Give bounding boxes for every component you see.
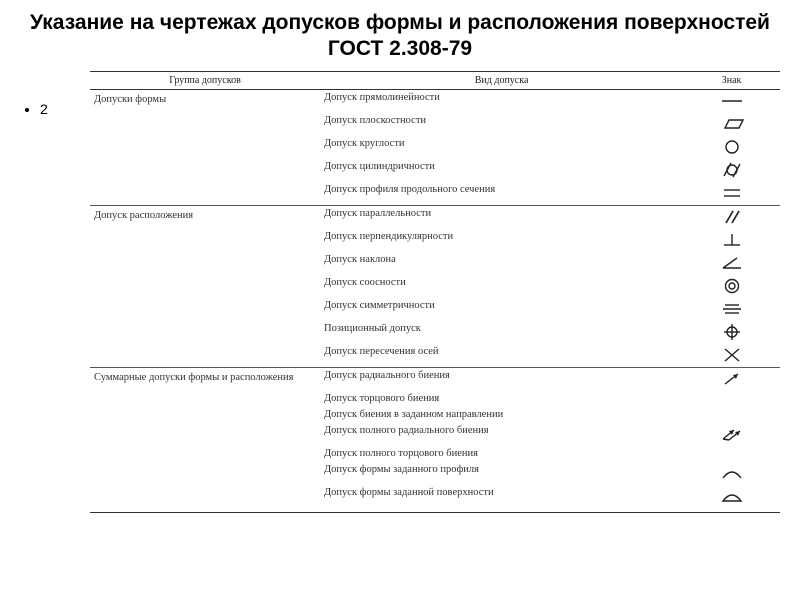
bullet-column: 2 bbox=[20, 71, 80, 513]
table-row: Допуск биения в заданном направлении bbox=[90, 407, 780, 423]
symbol-cell bbox=[683, 113, 780, 136]
symbol-cell bbox=[683, 252, 780, 275]
table-row: Допуски формыДопуск прямолинейности bbox=[90, 89, 780, 113]
table-row: Суммарные допуски формы и расположенияДо… bbox=[90, 367, 780, 391]
group-cell bbox=[90, 321, 320, 344]
table-row: Допуск цилиндричности bbox=[90, 159, 780, 182]
type-cell: Допуск биения в заданном направлении bbox=[320, 407, 683, 423]
group-cell bbox=[90, 229, 320, 252]
type-cell: Допуск круглости bbox=[320, 136, 683, 159]
type-cell: Допуск перпендикулярности bbox=[320, 229, 683, 252]
group-cell bbox=[90, 136, 320, 159]
col-symbol: Знак bbox=[683, 71, 780, 89]
group-cell bbox=[90, 252, 320, 275]
type-cell: Допуск полного радиального биения bbox=[320, 423, 683, 446]
symbol-cell bbox=[683, 367, 780, 391]
symbol-cell bbox=[683, 462, 780, 485]
table-row: Допуск симметричности bbox=[90, 298, 780, 321]
symbol-cell bbox=[683, 298, 780, 321]
type-cell: Допуск плоскостности bbox=[320, 113, 683, 136]
symbol-cell bbox=[683, 89, 780, 113]
group-cell bbox=[90, 275, 320, 298]
type-cell: Позиционный допуск bbox=[320, 321, 683, 344]
group-cell bbox=[90, 391, 320, 407]
table-row: Допуск формы заданной поверхности bbox=[90, 485, 780, 508]
type-cell: Допуск формы заданной поверхности bbox=[320, 485, 683, 508]
col-type: Вид допуска bbox=[320, 71, 683, 89]
page-title: Указание на чертежах допусков формы и ра… bbox=[20, 10, 780, 63]
symbol-cell bbox=[683, 182, 780, 206]
col-group: Группа допусков bbox=[90, 71, 320, 89]
table-bottom-rule bbox=[90, 512, 780, 513]
content-area: 2 Группа допусков Вид допуска Знак Допус… bbox=[20, 71, 780, 513]
symbol-cell bbox=[683, 321, 780, 344]
type-cell: Допуск пересечения осей bbox=[320, 344, 683, 368]
table-row: Допуск формы заданного профиля bbox=[90, 462, 780, 485]
symbol-cell bbox=[683, 423, 780, 446]
table-row: Допуск перпендикулярности bbox=[90, 229, 780, 252]
symbol-cell bbox=[683, 275, 780, 298]
symbol-cell bbox=[683, 407, 780, 423]
group-cell bbox=[90, 182, 320, 206]
type-cell: Допуск симметричности bbox=[320, 298, 683, 321]
type-cell: Допуск радиального биения bbox=[320, 367, 683, 391]
group-cell: Допуск расположения bbox=[90, 205, 320, 229]
group-cell bbox=[90, 159, 320, 182]
symbol-cell bbox=[683, 136, 780, 159]
group-cell bbox=[90, 485, 320, 508]
table-row: Допуск полного радиального биения bbox=[90, 423, 780, 446]
table-row: Допуск профиля продольного сечения bbox=[90, 182, 780, 206]
table-row: Допуск полного торцового биения bbox=[90, 446, 780, 462]
group-cell bbox=[90, 344, 320, 368]
type-cell: Допуск полного торцового биения bbox=[320, 446, 683, 462]
group-cell: Суммарные допуски формы и расположения bbox=[90, 367, 320, 391]
type-cell: Допуск профиля продольного сечения bbox=[320, 182, 683, 206]
type-cell: Допуск наклона bbox=[320, 252, 683, 275]
group-cell bbox=[90, 462, 320, 485]
symbol-cell bbox=[683, 159, 780, 182]
symbol-cell bbox=[683, 344, 780, 368]
type-cell: Допуск параллельности bbox=[320, 205, 683, 229]
table-row: Допуск торцового биения bbox=[90, 391, 780, 407]
symbol-cell bbox=[683, 205, 780, 229]
table-row: Допуск круглости bbox=[90, 136, 780, 159]
type-cell: Допуск прямолинейности bbox=[320, 89, 683, 113]
table-row: Допуск пересечения осей bbox=[90, 344, 780, 368]
type-cell: Допуск торцового биения bbox=[320, 391, 683, 407]
group-cell: Допуски формы bbox=[90, 89, 320, 113]
symbol-cell bbox=[683, 446, 780, 462]
symbol-cell bbox=[683, 485, 780, 508]
table-row: Допуск наклона bbox=[90, 252, 780, 275]
symbol-cell bbox=[683, 391, 780, 407]
type-cell: Допуск цилиндричности bbox=[320, 159, 683, 182]
type-cell: Допуск соосности bbox=[320, 275, 683, 298]
group-cell bbox=[90, 407, 320, 423]
table-header-row: Группа допусков Вид допуска Знак bbox=[90, 71, 780, 89]
tolerance-table-wrap: Группа допусков Вид допуска Знак Допуски… bbox=[90, 71, 780, 513]
symbol-cell bbox=[683, 229, 780, 252]
table-row: Допуск плоскостности bbox=[90, 113, 780, 136]
table-row: Позиционный допуск bbox=[90, 321, 780, 344]
group-cell bbox=[90, 446, 320, 462]
table-row: Допуск расположенияДопуск параллельности bbox=[90, 205, 780, 229]
group-cell bbox=[90, 113, 320, 136]
bullet-item: 2 bbox=[40, 101, 80, 117]
type-cell: Допуск формы заданного профиля bbox=[320, 462, 683, 485]
group-cell bbox=[90, 298, 320, 321]
tolerance-table: Группа допусков Вид допуска Знак Допуски… bbox=[90, 71, 780, 508]
group-cell bbox=[90, 423, 320, 446]
table-row: Допуск соосности bbox=[90, 275, 780, 298]
